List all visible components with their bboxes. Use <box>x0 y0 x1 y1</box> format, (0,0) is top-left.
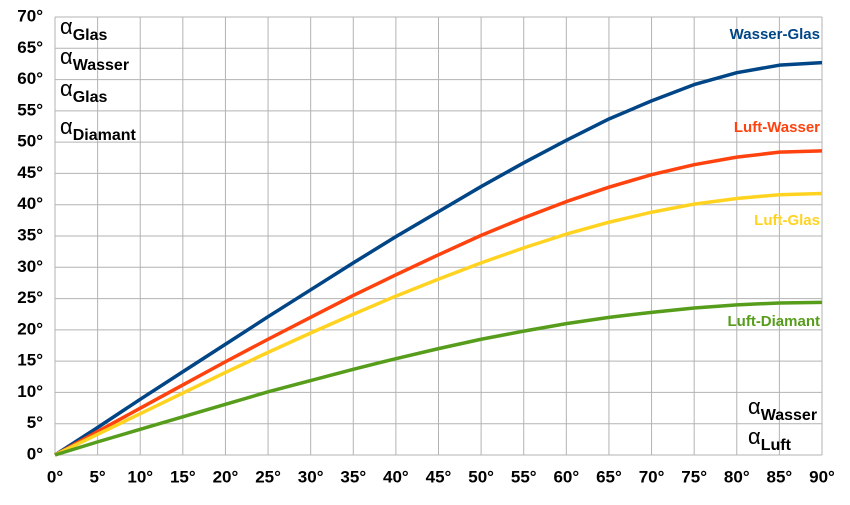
y-tick-label: 0° <box>27 444 43 463</box>
axis-annotation: αWasser <box>60 44 129 74</box>
y-tick-label: 45° <box>17 163 43 182</box>
x-tick-label: 40° <box>383 467 409 486</box>
axis-annotation: αGlas <box>60 76 108 106</box>
x-tick-label: 85° <box>767 467 793 486</box>
series-line <box>54 60 823 457</box>
annotation-subscript: Diamant <box>73 127 137 144</box>
axis-annotation: αGlas <box>60 14 108 44</box>
series-line <box>54 300 823 457</box>
annotation-symbol: α <box>748 424 761 449</box>
y-tick-label: 50° <box>17 132 43 151</box>
y-tick-label: 65° <box>17 38 43 57</box>
x-tick-label: 35° <box>340 467 366 486</box>
x-tick-label: 20° <box>213 467 239 486</box>
x-tick-label: 80° <box>724 467 750 486</box>
x-tick-label: 10° <box>127 467 153 486</box>
axis-annotation: αLuft <box>748 424 792 454</box>
series-label: Luft-Glas <box>754 212 820 229</box>
y-tick-label: 30° <box>17 257 43 276</box>
x-tick-label: 65° <box>596 467 622 486</box>
annotation-subscript: Glas <box>73 27 108 44</box>
annotation-symbol: α <box>60 114 73 139</box>
y-tick-label: 5° <box>27 413 43 432</box>
x-tick-label: 30° <box>298 467 324 486</box>
y-tick-label: 60° <box>17 69 43 88</box>
y-tick-label: 55° <box>17 100 43 119</box>
x-tick-label: 45° <box>426 467 452 486</box>
y-tick-label: 20° <box>17 319 43 338</box>
annotation-subscript: Wasser <box>761 407 817 424</box>
series-label: Luft-Wasser <box>734 119 820 136</box>
axis-annotation: αDiamant <box>60 114 137 144</box>
axis-annotation: αWasser <box>748 394 817 424</box>
x-tick-label: 5° <box>89 467 105 486</box>
y-tick-label: 10° <box>17 382 43 401</box>
y-tick-label: 40° <box>17 194 43 213</box>
y-tick-label: 35° <box>17 225 43 244</box>
series-label: Luft-Diamant <box>728 313 821 330</box>
annotation-symbol: α <box>60 44 73 69</box>
x-tick-label: 0° <box>47 467 63 486</box>
x-tick-label: 60° <box>553 467 579 486</box>
annotation-symbol: α <box>60 14 73 39</box>
x-tick-label: 90° <box>809 467 835 486</box>
x-tick-label: 25° <box>255 467 281 486</box>
x-tick-label: 15° <box>170 467 196 486</box>
y-tick-label: 70° <box>17 6 43 25</box>
annotation-subscript: Wasser <box>73 57 129 74</box>
annotation-symbol: α <box>60 76 73 101</box>
x-tick-label: 70° <box>639 467 665 486</box>
annotation-subscript: Luft <box>761 437 792 454</box>
x-tick-label: 75° <box>681 467 707 486</box>
y-tick-label: 25° <box>17 288 43 307</box>
annotation-subscript: Glas <box>73 89 108 106</box>
y-tick-label: 15° <box>17 351 43 370</box>
annotation-symbol: α <box>748 394 761 419</box>
series-line <box>54 149 823 457</box>
series-label: Wasser-Glas <box>730 26 820 43</box>
x-tick-label: 50° <box>468 467 494 486</box>
series-line <box>54 191 823 457</box>
x-tick-label: 55° <box>511 467 537 486</box>
